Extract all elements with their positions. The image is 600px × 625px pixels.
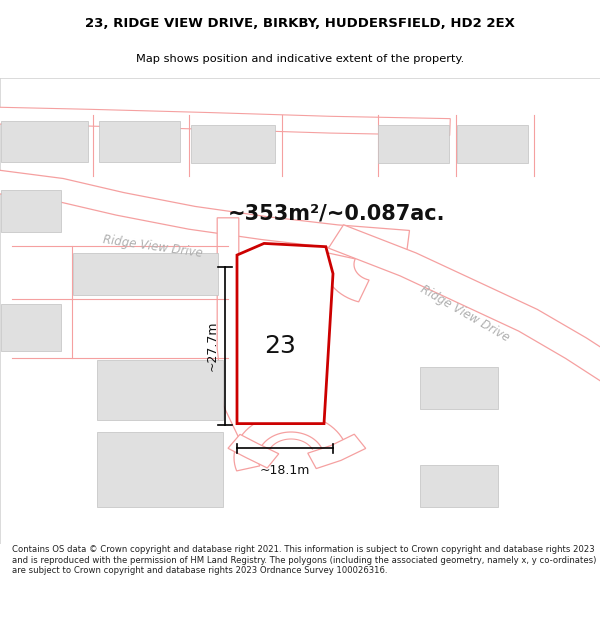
Polygon shape — [0, 169, 409, 254]
Polygon shape — [237, 243, 333, 424]
Bar — [420, 464, 498, 506]
Bar — [1, 304, 61, 351]
Text: ~27.7m: ~27.7m — [205, 321, 218, 371]
Bar — [378, 125, 449, 163]
Polygon shape — [324, 253, 369, 302]
Polygon shape — [308, 434, 366, 469]
Text: 23: 23 — [264, 334, 296, 358]
Polygon shape — [328, 225, 600, 381]
Polygon shape — [234, 413, 345, 471]
Text: Map shows position and indicative extent of the property.: Map shows position and indicative extent… — [136, 54, 464, 64]
Polygon shape — [228, 434, 279, 468]
Bar — [457, 125, 528, 163]
Text: Contains OS data © Crown copyright and database right 2021. This information is : Contains OS data © Crown copyright and d… — [12, 545, 596, 575]
Polygon shape — [0, 107, 450, 136]
Bar — [245, 270, 323, 344]
Bar — [97, 432, 223, 506]
Bar — [191, 125, 275, 163]
Text: ~18.1m: ~18.1m — [260, 464, 310, 477]
Text: 23, RIDGE VIEW DRIVE, BIRKBY, HUDDERSFIELD, HD2 2EX: 23, RIDGE VIEW DRIVE, BIRKBY, HUDDERSFIE… — [85, 17, 515, 30]
Bar — [99, 121, 180, 162]
Polygon shape — [217, 217, 262, 444]
Bar — [73, 253, 218, 294]
Bar — [1, 121, 88, 162]
Text: Ridge View Drive: Ridge View Drive — [418, 282, 512, 344]
Text: ~353m²/~0.087ac.: ~353m²/~0.087ac. — [227, 203, 445, 223]
Bar — [97, 360, 223, 421]
Bar — [1, 190, 61, 232]
Bar — [420, 367, 498, 409]
Text: Ridge View Drive: Ridge View Drive — [102, 233, 204, 260]
